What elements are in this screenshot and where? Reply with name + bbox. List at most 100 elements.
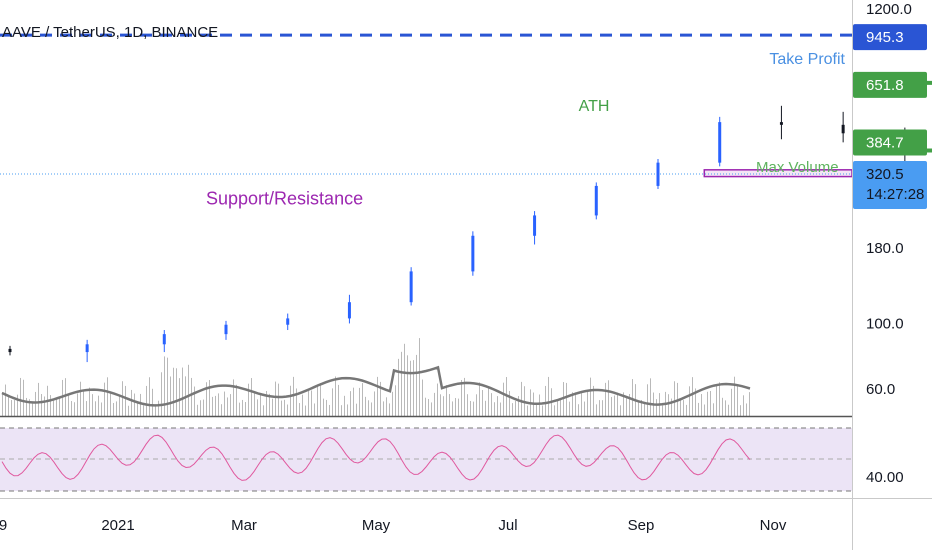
volume-bar	[428, 399, 429, 416]
time-tick-label: Jul	[498, 517, 517, 534]
volume-bar	[368, 400, 369, 416]
volume-bar	[710, 391, 711, 416]
volume-bar	[77, 393, 78, 416]
volume-bar	[344, 396, 345, 416]
volume-bar	[227, 397, 228, 416]
volume-bar	[323, 399, 324, 416]
volume-bar	[215, 396, 216, 416]
volume-bar	[116, 401, 117, 416]
volume-bar	[458, 399, 459, 416]
volume-bar	[338, 385, 339, 416]
volume-bar	[281, 401, 282, 416]
volume-bar	[398, 359, 399, 416]
volume-bar	[455, 398, 456, 416]
volume-bar	[53, 401, 54, 416]
volume-bar	[371, 402, 372, 416]
volume-bar	[173, 368, 174, 416]
volume-bar	[209, 380, 210, 416]
volume-bar	[194, 387, 195, 416]
volume-bar	[722, 398, 723, 416]
max-volume-label: Max Volume	[756, 159, 839, 176]
volume-bar	[50, 395, 51, 416]
price-tick-label: 1200.0	[866, 1, 912, 18]
volume-bar	[143, 405, 144, 416]
volume-bar	[74, 402, 75, 416]
take-profit-badge-text: 945.3	[866, 29, 904, 46]
time-tick-label: Nov	[760, 517, 787, 534]
volume-bar	[410, 361, 411, 416]
volume-bar	[260, 394, 261, 416]
volume-bar	[470, 401, 471, 416]
volume-bar	[617, 393, 618, 416]
candle-body	[657, 163, 660, 186]
volume-bar	[119, 395, 120, 416]
ath-label: ATH	[579, 98, 610, 115]
volume-bar	[317, 384, 318, 416]
volume-bar	[242, 400, 243, 416]
volume-bar	[101, 403, 102, 416]
price-tick-label: 180.0	[866, 240, 904, 257]
volume-bar	[443, 396, 444, 416]
volume-bar	[350, 391, 351, 416]
volume-bar	[584, 402, 585, 416]
take-profit-label: Take Profit	[769, 51, 845, 68]
volume-bar	[545, 386, 546, 416]
volume-bar	[326, 400, 327, 416]
volume-bar	[689, 386, 690, 416]
time-tick-label: 2021	[101, 517, 134, 534]
volume-bar	[401, 352, 402, 416]
volume-bar	[146, 386, 147, 416]
volume-bar	[638, 402, 639, 416]
volume-bar	[191, 378, 192, 416]
volume-bar	[566, 383, 567, 416]
volume-bar	[632, 379, 633, 416]
volume-bar	[668, 394, 669, 416]
volume-bar	[248, 384, 249, 416]
candle-body	[842, 125, 845, 133]
volume-bar	[314, 403, 315, 416]
volume-bar	[416, 355, 417, 416]
volume-bar	[254, 393, 255, 416]
volume-bar	[224, 392, 225, 416]
volume-bar	[98, 396, 99, 416]
volume-bar	[335, 376, 336, 416]
volume-bar	[230, 394, 231, 416]
volume-bar	[179, 378, 180, 416]
candle-body	[595, 186, 598, 216]
volume-bar	[71, 401, 72, 416]
volume-bar	[575, 392, 576, 416]
volume-bar	[461, 380, 462, 416]
volume-bar	[734, 377, 735, 416]
volume-bar	[89, 388, 90, 416]
volume-bar	[596, 404, 597, 416]
volume-bar	[23, 380, 24, 416]
volume-bar	[656, 399, 657, 416]
price-tick-label: 100.0	[866, 315, 904, 332]
resistance-badge-text: 384.7	[866, 135, 904, 152]
volume-bar	[452, 401, 453, 416]
volume-bar	[440, 394, 441, 416]
volume-bar	[197, 405, 198, 416]
volume-bar	[620, 405, 621, 416]
candle-body	[286, 318, 289, 324]
volume-bar	[278, 384, 279, 416]
volume-bar	[332, 388, 333, 416]
volume-bar	[686, 405, 687, 416]
volume-bar	[680, 400, 681, 416]
volume-bar	[80, 382, 81, 416]
volume-bar	[20, 378, 21, 416]
volume-bar	[68, 395, 69, 416]
volume-bar	[296, 388, 297, 416]
volume-bar	[14, 400, 15, 416]
volume-bar	[500, 403, 501, 416]
volume-bar	[83, 390, 84, 416]
volume-bar	[149, 377, 150, 416]
volume-bar	[743, 395, 744, 416]
volume-bar	[17, 395, 18, 416]
volume-bar	[155, 405, 156, 416]
volume-bar	[263, 405, 264, 416]
volume-bar	[284, 400, 285, 416]
volume-bar	[245, 402, 246, 416]
